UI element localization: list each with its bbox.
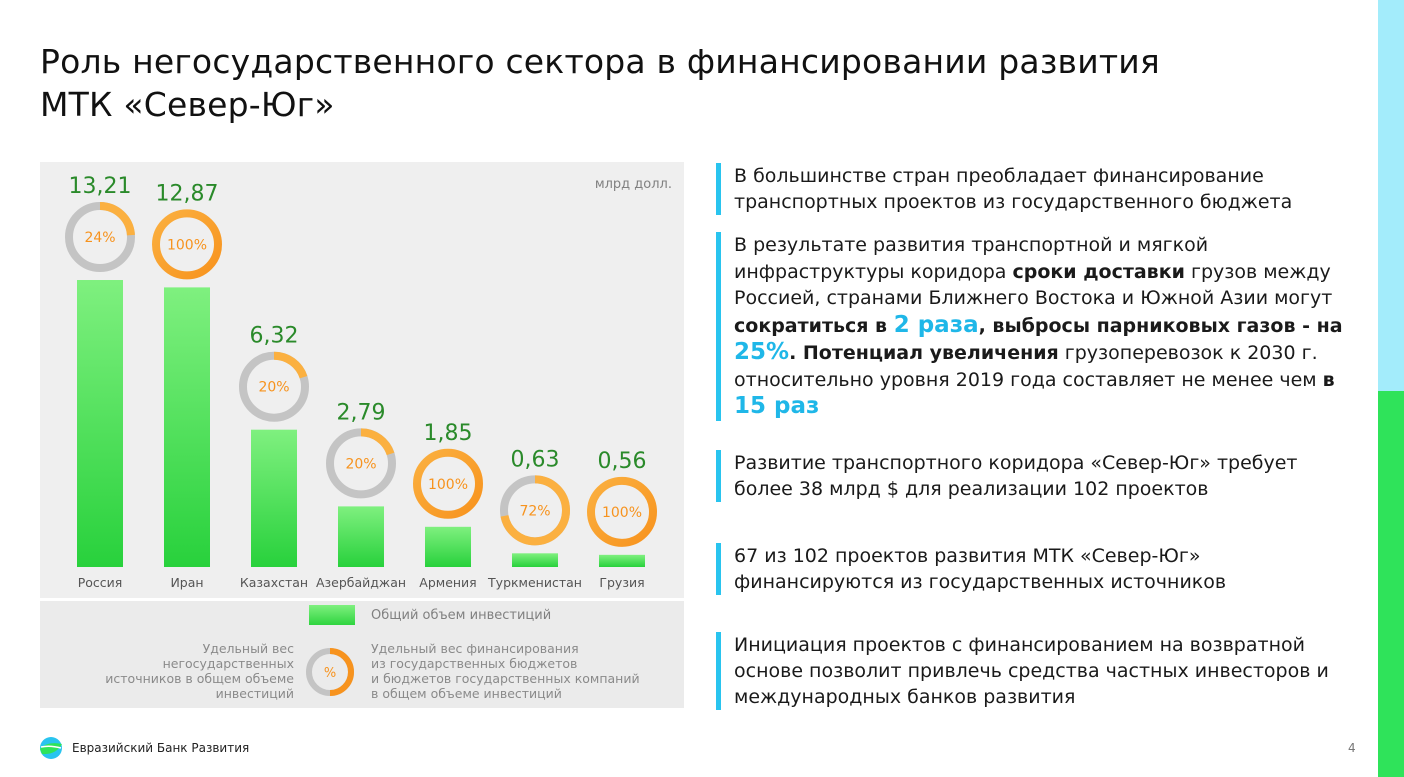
category-label: Туркменистан [487, 575, 582, 590]
percent-ring-arc-5 [500, 475, 570, 546]
bar-2 [251, 429, 297, 567]
legend-bar-label: Общий объем инвестиций [371, 608, 552, 623]
bullet-private-investors: Инициация проектов с финансированием на … [716, 632, 1356, 710]
footer-org-name: Евразийский Банк Развития [72, 741, 250, 755]
category-label: Россия [78, 575, 123, 590]
bullet-2-text: грузоперевозок к 2030 г. относительно ур… [734, 342, 1323, 391]
page-number: 4 [1348, 741, 1356, 755]
legend-left-line: негосударственных [162, 656, 294, 671]
legend-left-line: инвестиций [215, 686, 294, 701]
unit-label: млрд долл. [594, 177, 672, 192]
legend-panel [40, 601, 684, 708]
bullet-investment-needs: Развитие транспортного коридора «Север-Ю… [716, 450, 1356, 502]
percent-ring-1 [152, 209, 222, 280]
legend-bar-swatch [309, 605, 355, 625]
bar-3 [338, 506, 384, 567]
bar-0 [77, 280, 123, 567]
bullet-2-text: грузов между Россией, странами Ближнего … [734, 260, 1333, 310]
ring-percent-label: 20% [345, 456, 376, 472]
category-label: Казахстан [240, 575, 308, 590]
bullet-2-bold: сроки доставки [1012, 260, 1185, 283]
ring-percent-label: 24% [84, 230, 115, 246]
value-label: 2,79 [337, 400, 386, 425]
value-label: 13,21 [69, 174, 132, 199]
legend-nonstate-label: Удельный вес негосударственных источнико… [60, 641, 294, 701]
bar-4 [425, 526, 471, 567]
bullet-2-bold: . Потенциал увеличения [789, 342, 1059, 364]
legend-left-line: источников в общем объеме [105, 671, 294, 686]
legend-ring-symbol: % [324, 666, 336, 681]
category-label: Армения [419, 575, 476, 590]
value-label: 6,32 [250, 324, 299, 349]
stripe-cyan [1378, 0, 1404, 391]
value-label: 12,87 [156, 181, 219, 206]
legend-ring-orange [329, 648, 354, 696]
legend-right-line: из государственных бюджетов [371, 656, 578, 671]
legend-right-line: и бюджетов государственных компаний [371, 671, 640, 686]
bullet-2-bold: сократиться в [734, 314, 894, 337]
bullet-2-highlight: 15 раз [734, 393, 820, 419]
value-label: 0,63 [511, 447, 560, 472]
percent-ring-arc-0 [65, 202, 135, 272]
title-line-2: МТК «Север-Юг» [40, 85, 335, 124]
percent-ring-4 [413, 448, 483, 519]
bar-1 [164, 287, 210, 567]
bar-chart: Россия 24% 13,21 Иран 100% 12,87 Казахстан 20% 6… [65, 174, 657, 590]
legend-state-label: Удельный вес финансирования из государст… [371, 641, 681, 701]
legend-left-line: Удельный вес [202, 641, 294, 656]
title-line-1: Роль негосударственного сектора в финанс… [40, 42, 1160, 81]
percent-ring-arc-3 [326, 428, 396, 499]
bar-5 [512, 553, 558, 567]
legend-percent-ring-icon: % [306, 648, 354, 696]
bullet-2-bold: в [1322, 368, 1335, 391]
bullet-2-highlight: 25% [734, 339, 790, 365]
percent-ring-6 [587, 476, 657, 547]
bullet-2-bold: , выбросы парниковых газов - на [978, 314, 1343, 337]
value-label: 1,85 [424, 421, 473, 446]
bullet-state-sources: 67 из 102 проектов развития МТК «Север-Ю… [716, 543, 1356, 595]
bullet-2-highlight: 2 раза [893, 311, 979, 338]
value-label: 0,56 [598, 449, 647, 474]
eabr-logo-icon [40, 737, 62, 759]
ring-percent-label: 72% [519, 503, 550, 519]
legend-right-line: Удельный вес финансирования [371, 641, 579, 656]
category-label: Иран [170, 575, 203, 590]
ring-percent-label: 100% [167, 237, 207, 253]
category-label: Грузия [599, 575, 644, 590]
page-title: Роль негосударственного сектора в финанс… [40, 40, 1340, 126]
ring-percent-label: 100% [602, 505, 642, 521]
percent-ring-arc-2 [239, 351, 309, 422]
legend-right-line: в общем объеме инвестиций [371, 686, 562, 701]
stripe-green [1378, 391, 1404, 777]
bullet-2-text: В результате развития транспортной и мяг… [734, 234, 1209, 283]
bullet-state-budget: В большинстве стран преобладает финансир… [716, 163, 1356, 215]
ring-percent-label: 20% [258, 380, 289, 396]
bar-6 [599, 554, 645, 567]
bullet-delivery-times: В результате развития транспортной и мяг… [716, 232, 1356, 421]
side-accent-stripe [1378, 0, 1404, 777]
ring-percent-label: 100% [428, 477, 468, 493]
category-label: Азербайджан [316, 575, 406, 590]
